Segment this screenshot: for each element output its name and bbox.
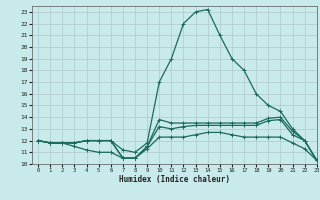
X-axis label: Humidex (Indice chaleur): Humidex (Indice chaleur) <box>119 175 230 184</box>
